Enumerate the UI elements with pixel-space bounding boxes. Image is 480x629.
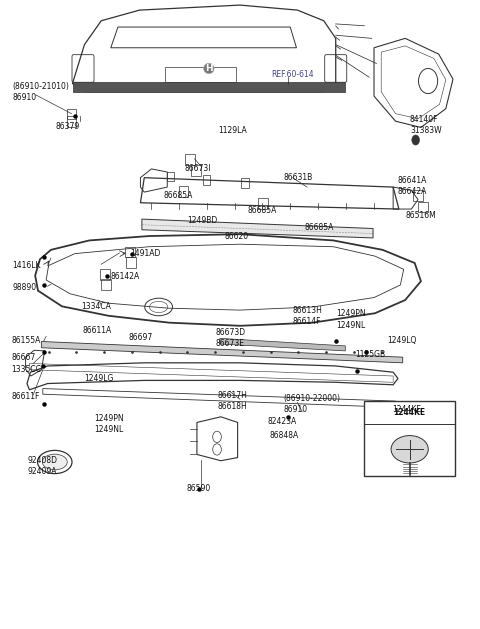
Text: 1416LK: 1416LK: [12, 261, 41, 270]
Text: 86685A: 86685A: [163, 191, 193, 200]
Text: 86848A: 86848A: [270, 430, 299, 440]
Circle shape: [412, 135, 420, 145]
Text: 86155A: 86155A: [11, 337, 41, 345]
Text: 1249PN
1249NL: 1249PN 1249NL: [336, 309, 365, 330]
Text: 86631B: 86631B: [283, 173, 312, 182]
Text: 86613H
86614F: 86613H 86614F: [293, 306, 323, 326]
Text: 1249LQ: 1249LQ: [387, 337, 417, 345]
Text: 82423A: 82423A: [268, 416, 297, 426]
Text: 86685A: 86685A: [305, 223, 334, 232]
Text: 1249LG: 1249LG: [84, 374, 114, 383]
Text: 1249PN
1249NL: 1249PN 1249NL: [94, 415, 124, 435]
Ellipse shape: [391, 435, 428, 463]
Text: 86379: 86379: [56, 122, 80, 131]
Text: REF.60-614: REF.60-614: [271, 70, 314, 79]
Text: 86667
1335CC: 86667 1335CC: [11, 353, 41, 374]
Text: 1491AD: 1491AD: [130, 249, 160, 258]
Text: 1334CA: 1334CA: [81, 302, 111, 311]
Text: (86910-21010)
86910: (86910-21010) 86910: [12, 82, 70, 102]
FancyBboxPatch shape: [364, 401, 455, 476]
Text: 86620: 86620: [225, 231, 249, 240]
Text: 86590: 86590: [186, 484, 211, 494]
Text: 1244KE: 1244KE: [392, 406, 421, 415]
Text: 1125GB: 1125GB: [355, 350, 385, 359]
Text: (86910-22000)
86910: (86910-22000) 86910: [283, 394, 340, 414]
Polygon shape: [41, 342, 403, 363]
Text: 86641A
86642A: 86641A 86642A: [398, 175, 427, 196]
Text: 1129LA: 1129LA: [218, 126, 247, 135]
Text: 1244KE: 1244KE: [394, 408, 426, 417]
Polygon shape: [220, 338, 345, 351]
Ellipse shape: [42, 454, 67, 470]
Text: 86611A: 86611A: [82, 326, 111, 335]
Text: 86617H
86618H: 86617H 86618H: [217, 391, 247, 411]
Text: 86673D
86673E: 86673D 86673E: [215, 328, 245, 348]
Text: 86611F: 86611F: [11, 392, 39, 401]
Text: 86685A: 86685A: [247, 206, 276, 216]
Text: 86516M: 86516M: [405, 211, 436, 220]
Text: 86697: 86697: [129, 333, 153, 342]
Text: 1249BD: 1249BD: [187, 216, 217, 225]
Polygon shape: [142, 219, 373, 238]
Text: 86142A: 86142A: [111, 272, 140, 281]
Text: 84140F
31383W: 84140F 31383W: [410, 115, 442, 135]
Text: 92408D
92409A: 92408D 92409A: [27, 456, 57, 476]
Text: 86673I: 86673I: [185, 164, 212, 174]
Text: 98890: 98890: [12, 283, 37, 292]
Polygon shape: [73, 82, 345, 92]
Text: H: H: [205, 64, 213, 73]
